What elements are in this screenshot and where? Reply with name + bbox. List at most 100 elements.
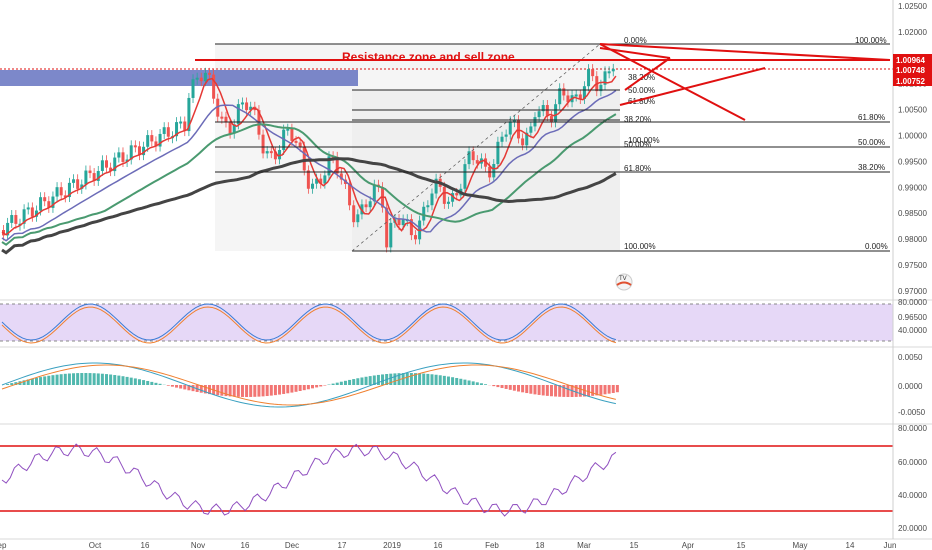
candle — [43, 197, 47, 202]
candle — [249, 106, 253, 111]
macd-bar — [236, 385, 240, 397]
candle — [554, 104, 558, 123]
y-tick-label: 1.00000 — [898, 132, 927, 141]
macd-pane — [1, 362, 619, 408]
candle — [348, 183, 352, 206]
macd-bar — [319, 385, 323, 387]
candle — [471, 151, 475, 161]
candle — [22, 209, 26, 224]
macd-bar — [323, 385, 327, 386]
candle — [389, 222, 393, 248]
macd-bar — [80, 373, 84, 385]
macd-bar — [105, 374, 108, 385]
macd-bar — [175, 385, 179, 388]
y-tick-label: 0.0050 — [898, 353, 923, 362]
candle — [446, 201, 450, 204]
annotation-text: Resistance zone and sell zone — [342, 50, 515, 64]
candle — [537, 111, 541, 118]
macd-bar — [220, 385, 224, 396]
macd-bar — [84, 373, 88, 385]
candle — [195, 77, 199, 80]
candle — [162, 127, 166, 134]
candle — [372, 184, 376, 202]
macd-bar — [191, 385, 195, 392]
candle — [67, 182, 71, 198]
y-tick-label: -0.0050 — [898, 408, 926, 417]
macd-bar — [422, 373, 426, 385]
macd-bar — [133, 378, 137, 385]
macd-bar — [117, 375, 121, 385]
macd-bar — [43, 376, 47, 385]
macd-bar — [34, 377, 38, 385]
macd-bar — [591, 385, 595, 396]
candle — [385, 207, 389, 248]
macd-bar — [55, 374, 59, 385]
macd-bar — [154, 382, 158, 385]
macd-bar — [595, 385, 599, 396]
macd-bar — [183, 385, 187, 390]
fibonacci-levels: 0.00% 100.00% 38.20% 50.00% 61.80% 38.20% 61.8… — [215, 36, 890, 252]
macd-bar — [599, 385, 603, 395]
x-tick-label: Apr — [682, 541, 695, 550]
fib-label: 50.00% — [628, 86, 655, 95]
tradingview-logo-icon: TV — [615, 273, 633, 291]
resistance-zone — [0, 70, 358, 86]
ma-dark — [1, 157, 617, 255]
stoch-band — [0, 304, 893, 341]
candle — [529, 126, 533, 133]
stochastic-pane — [0, 303, 893, 344]
macd-bar — [294, 385, 298, 392]
macd-bar — [121, 376, 125, 385]
candle — [228, 122, 232, 134]
time-axis: ep Oct 16 Nov 16 Dec 17 2019 16 Feb 18 Mar 15 Apr 15 Ma… — [0, 541, 896, 550]
macd-bar — [479, 383, 483, 385]
trade-line — [599, 43, 891, 61]
candle — [508, 121, 512, 135]
macd-bar — [100, 373, 104, 385]
candle — [335, 156, 339, 174]
y-tick-label: 40.0000 — [898, 326, 927, 335]
macd-bar — [273, 385, 277, 396]
y-tick-label: 1.00500 — [898, 106, 927, 115]
macd-bar — [158, 383, 162, 385]
svg-text:TV: TV — [619, 276, 627, 282]
candle — [150, 135, 154, 142]
candle — [154, 141, 158, 147]
macd-bar — [216, 385, 220, 396]
candle — [582, 86, 586, 99]
macd-bar — [26, 379, 30, 385]
macd-bar — [615, 385, 619, 393]
fib-label: 38.20% — [624, 115, 651, 124]
macd-bar — [376, 374, 380, 385]
macd-bar — [170, 385, 174, 387]
x-tick-label: 15 — [737, 541, 746, 550]
candle — [492, 164, 496, 178]
candle — [512, 120, 516, 123]
candle — [208, 72, 211, 75]
macd-bar — [129, 377, 133, 385]
macd-bar — [475, 382, 479, 385]
candle — [327, 156, 331, 176]
candle — [183, 121, 187, 132]
candle — [591, 69, 595, 77]
y-tick-label: 0.98000 — [898, 235, 927, 244]
candle — [273, 151, 277, 160]
macd-bar — [290, 385, 294, 393]
candle — [269, 151, 273, 154]
y-tick-label: 0.96500 — [898, 313, 927, 322]
candle — [409, 219, 413, 236]
macd-bar — [59, 374, 63, 385]
macd-bar — [578, 385, 582, 397]
candle — [80, 184, 84, 189]
macd-bar — [228, 385, 232, 397]
macd-bar — [240, 385, 244, 397]
macd-bar — [537, 385, 541, 395]
macd-bar — [554, 385, 558, 397]
candle — [286, 128, 290, 131]
candle — [47, 201, 51, 208]
macd-bar — [137, 379, 141, 385]
fib-label: 50.00% — [624, 140, 651, 149]
x-tick-label: ep — [0, 541, 7, 550]
macd-bar — [500, 385, 504, 389]
macd-bar — [504, 385, 508, 389]
